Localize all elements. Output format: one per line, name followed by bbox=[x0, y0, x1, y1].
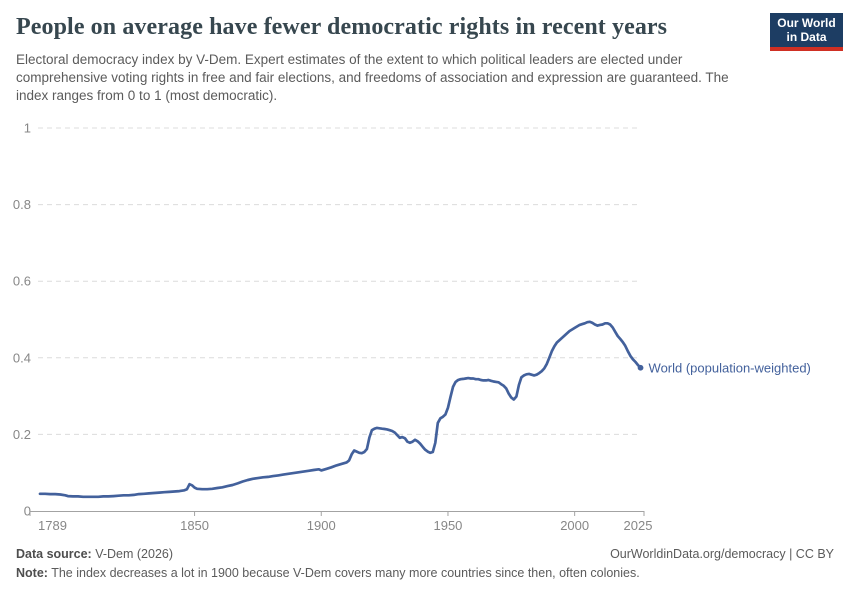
x-tick-label-2025: 2025 bbox=[624, 518, 653, 533]
page-title: People on average have fewer democratic … bbox=[16, 14, 668, 40]
y-tick-label-0.6: 0.6 bbox=[13, 274, 31, 289]
chart-note: Note: The index decreases a lot in 1900 … bbox=[16, 566, 834, 580]
y-tick-label-0: 0 bbox=[24, 504, 31, 519]
x-tick-label-1900: 1900 bbox=[307, 518, 336, 533]
series-label-world[interactable]: World (population-weighted) bbox=[649, 360, 811, 375]
note-text: The index decreases a lot in 1900 becaus… bbox=[47, 566, 640, 580]
data-source-label: Data source: bbox=[16, 547, 92, 561]
data-source-text: V-Dem (2026) bbox=[91, 547, 174, 561]
series-line-world[interactable] bbox=[38, 320, 642, 499]
owid-logo-line1: Our World bbox=[777, 16, 836, 30]
owid-logo-line2: in Data bbox=[786, 30, 827, 44]
note-label: Note: bbox=[16, 566, 48, 580]
chart-footer: Data source: V-Dem (2026) OurWorldinData… bbox=[16, 547, 834, 580]
y-tick-label-0.8: 0.8 bbox=[13, 197, 31, 212]
chart-subtitle: Electoral democracy index by V-Dem. Expe… bbox=[16, 52, 729, 103]
owid-logo[interactable]: Our World in Data bbox=[770, 13, 843, 51]
x-tick-label-2000: 2000 bbox=[560, 518, 589, 533]
y-tick-label-0.2: 0.2 bbox=[13, 427, 31, 442]
x-tick-label-1850: 1850 bbox=[180, 518, 209, 533]
data-source: Data source: V-Dem (2026) bbox=[16, 547, 173, 561]
y-tick-label-0.4: 0.4 bbox=[13, 350, 31, 365]
series-endpoint-dot[interactable] bbox=[637, 364, 644, 371]
y-tick-label-1: 1 bbox=[24, 121, 31, 136]
x-tick-label-1789: 1789 bbox=[38, 518, 67, 533]
x-tick-label-1950: 1950 bbox=[433, 518, 462, 533]
rights-attribution: OurWorldinData.org/democracy | CC BY bbox=[610, 547, 834, 561]
